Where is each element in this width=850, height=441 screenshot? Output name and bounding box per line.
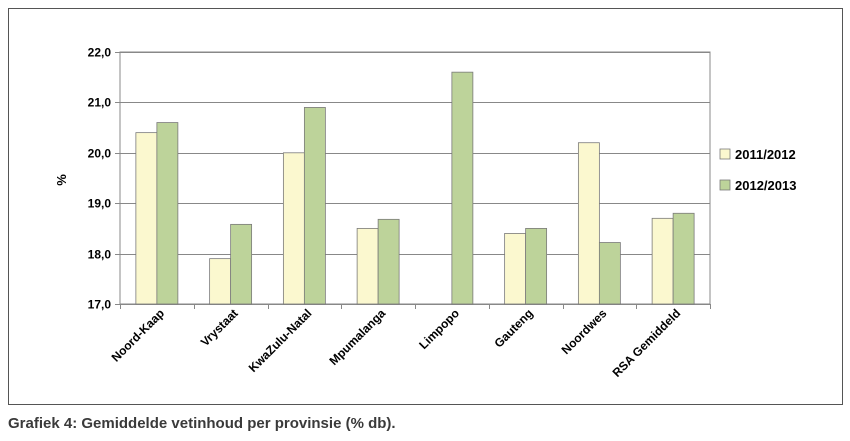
x-tick-label: Gauteng — [491, 306, 535, 350]
axes: 17,0 18,0 19,0 20,0 21,0 22,0 Noord-Kaap Vrysta… — [88, 46, 711, 380]
bar — [451, 71, 474, 305]
y-tick-label: 20,0 — [88, 147, 112, 161]
x-tick-label: RSA Gemiddeld — [610, 306, 684, 380]
bar — [504, 233, 527, 305]
x-tick-label: Mpumalanga — [326, 306, 388, 368]
y-tick-label: 18,0 — [88, 248, 112, 262]
y-tick-label: 17,0 — [88, 298, 112, 312]
x-tick-label: Noord-Kaap — [109, 306, 167, 364]
legend-label: 2012/2013 — [735, 178, 796, 193]
legend-swatch — [719, 148, 731, 160]
x-tick-label: KwaZulu-Natal — [246, 306, 315, 375]
bar — [135, 132, 158, 305]
bar — [598, 242, 621, 305]
legend: 2011/2012 2012/2013 — [719, 147, 796, 193]
bar — [282, 152, 305, 305]
x-tick-label: Noordwes — [559, 306, 610, 357]
x-tick-label: Limpopo — [416, 306, 462, 352]
figure-caption: Grafiek 4: Gemiddelde vetinhoud per prov… — [8, 415, 396, 432]
bars — [135, 71, 695, 305]
bar — [525, 227, 548, 305]
bar — [356, 227, 379, 305]
y-tick-label: 19,0 — [88, 197, 112, 211]
y-axis-label: % — [54, 174, 69, 186]
bar — [672, 212, 695, 305]
y-tick-label: 22,0 — [88, 46, 112, 60]
bar — [577, 142, 600, 305]
bar — [651, 217, 674, 305]
bar — [230, 223, 253, 305]
plot-area — [119, 51, 711, 305]
bar — [303, 107, 326, 305]
y-tick-label: 21,0 — [88, 96, 112, 110]
bar — [377, 218, 400, 305]
bar — [156, 122, 179, 305]
x-tick-label: Vrystaat — [198, 306, 241, 349]
bar — [209, 258, 232, 305]
legend-swatch — [719, 179, 731, 191]
legend-label: 2011/2012 — [735, 147, 796, 162]
